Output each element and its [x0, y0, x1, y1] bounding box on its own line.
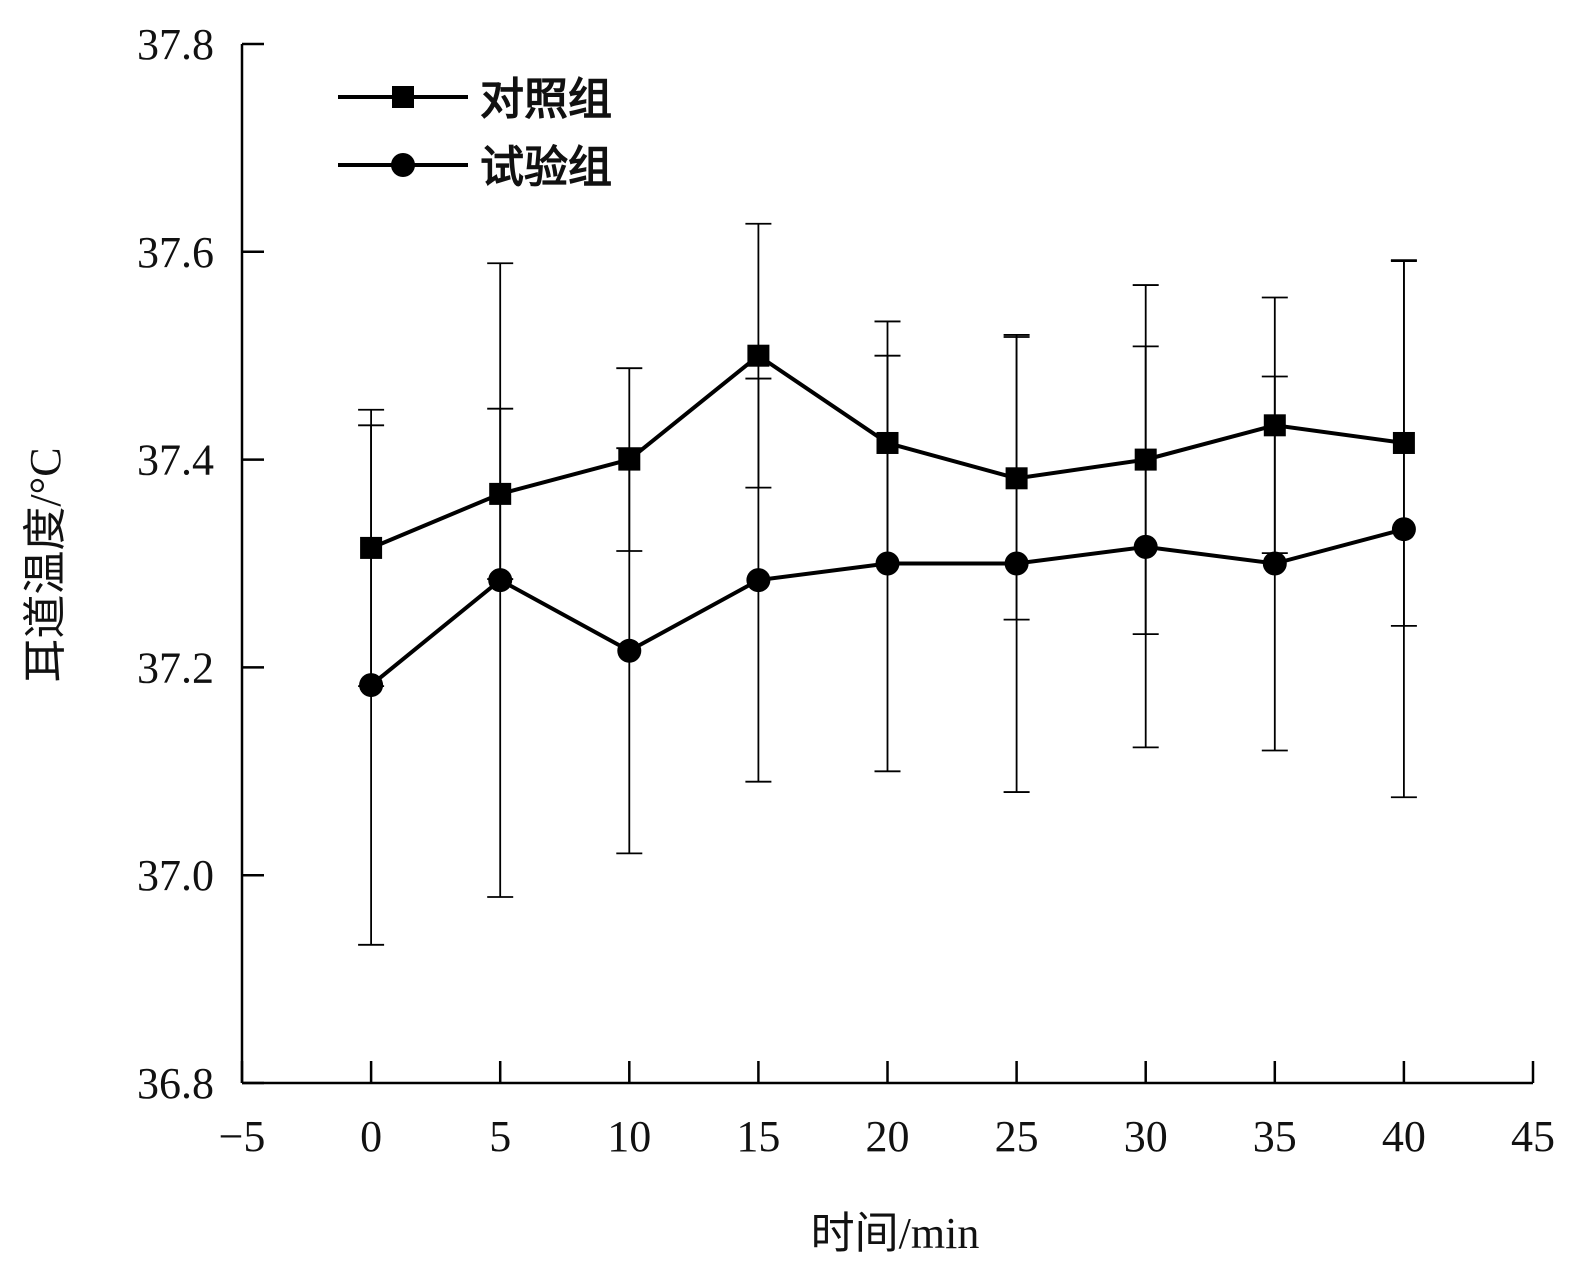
x-tick-label: 40 [1382, 1112, 1426, 1161]
data-point [875, 551, 900, 576]
x-tick-label: 30 [1124, 1112, 1168, 1161]
legend-label: 对照组 [480, 74, 612, 125]
x-tick-label: 25 [995, 1112, 1039, 1161]
x-tick-label: 5 [489, 1112, 511, 1161]
series-experimental [358, 260, 1417, 946]
x-tick-label: −5 [219, 1112, 266, 1161]
y-tick-label: 37.2 [137, 643, 214, 692]
data-point [617, 638, 642, 663]
y-tick-label: 37.0 [137, 851, 214, 900]
y-axis-label: 耳道温度/°C [21, 447, 70, 682]
y-tick-label: 37.4 [137, 436, 214, 485]
y-tick-label: 37.8 [137, 20, 214, 69]
x-tick-label: 15 [736, 1112, 780, 1161]
y-tick-label: 36.8 [137, 1059, 214, 1108]
x-tick-label: 0 [360, 1112, 382, 1161]
x-axis-label: 时间/min [811, 1209, 980, 1258]
legend-marker-square [392, 86, 414, 108]
data-point [359, 673, 384, 698]
data-point [746, 568, 771, 593]
data-point [488, 568, 513, 593]
chart-marks [358, 222, 1417, 946]
axes: −5 0 5 10 15 20 25 30 35 40 45 36.8 37.0 37.2 37.4 37.6… [137, 20, 1555, 1161]
data-point [1004, 551, 1029, 576]
x-tick-label: 10 [607, 1112, 651, 1161]
data-point [1391, 517, 1416, 542]
y-tick-label: 37.6 [137, 228, 214, 277]
data-point [1133, 534, 1158, 559]
legend-label: 试验组 [480, 142, 612, 193]
data-point [1262, 551, 1287, 576]
data-point [747, 344, 770, 367]
legend-marker-circle [391, 153, 415, 177]
x-tick-label: 20 [866, 1112, 910, 1161]
x-tick-label: 35 [1253, 1112, 1297, 1161]
x-tick-label: 45 [1511, 1112, 1555, 1161]
